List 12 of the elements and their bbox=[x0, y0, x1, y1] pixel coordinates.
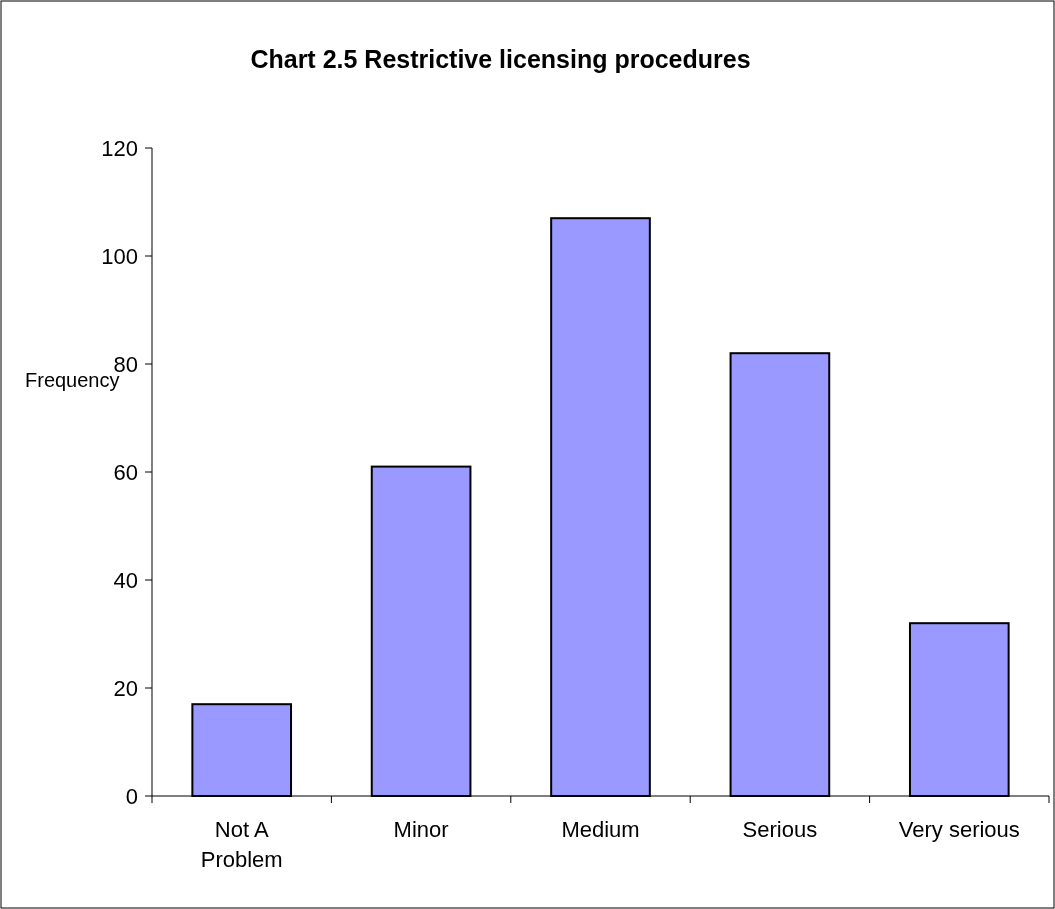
y-tick-label: 60 bbox=[113, 459, 138, 485]
x-tick-label: Not A Problem bbox=[200, 817, 283, 872]
chart-title: Chart 2.5 Restrictive licensing procedures bbox=[250, 45, 751, 73]
y-tick-label: 100 bbox=[101, 243, 138, 269]
y-tick-label: 0 bbox=[125, 783, 138, 809]
y-tick-label: 120 bbox=[101, 135, 138, 161]
y-tick-label: 40 bbox=[113, 567, 138, 593]
x-tick-label: Very serious bbox=[898, 817, 1020, 842]
x-tick-label: Minor bbox=[393, 817, 449, 842]
x-tick-label: Serious bbox=[742, 817, 818, 842]
y-tick-label: 20 bbox=[113, 675, 138, 701]
x-tick-label: Medium bbox=[561, 817, 640, 842]
